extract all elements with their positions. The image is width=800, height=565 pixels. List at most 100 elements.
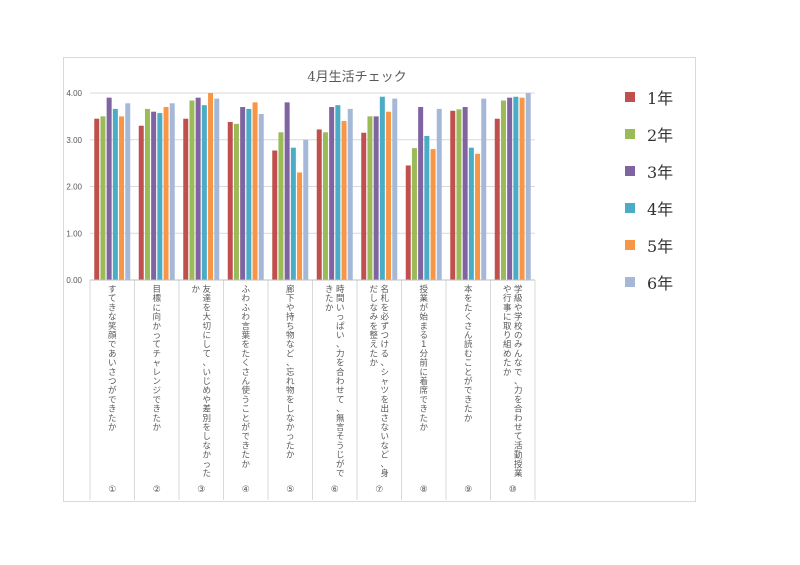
category-char: チ (152, 349, 161, 359)
bar (272, 150, 278, 280)
category-char: え (369, 340, 378, 350)
y-tick-label: 2.00 (66, 183, 82, 192)
category-char: か (191, 285, 200, 295)
category-char: 忘 (286, 367, 295, 378)
category-char: を (202, 423, 211, 433)
bar (290, 147, 296, 280)
bar (481, 98, 487, 280)
category-char: や (202, 395, 211, 405)
category-char: ま (419, 322, 428, 332)
category-char: か (152, 322, 161, 332)
category-char: 札 (380, 293, 389, 304)
category-char: 始 (419, 312, 428, 323)
category-char: た (325, 294, 334, 304)
bar (462, 107, 468, 281)
category-char: に (152, 303, 161, 313)
legend-swatch (625, 128, 635, 139)
category-char: く (241, 359, 250, 369)
category-char: わ (241, 313, 250, 323)
category-char: 物 (286, 385, 295, 396)
category-char: に (503, 313, 512, 323)
bar (456, 109, 462, 280)
category-char: 、 (336, 405, 345, 415)
category-number: ⑩ (509, 485, 517, 495)
bar (500, 100, 506, 280)
category-char: が (464, 376, 473, 387)
category-char: り (503, 331, 512, 341)
category-char: か (202, 451, 211, 461)
category-char: 必 (380, 312, 389, 323)
category-char: 1 (421, 340, 426, 350)
category-char: を (241, 340, 250, 350)
category-char: め (503, 349, 512, 359)
category-char: め (202, 386, 211, 396)
category-char: し (286, 405, 295, 415)
category-char: き (108, 405, 117, 415)
category-char: 校 (514, 321, 523, 332)
category-char: き (419, 405, 428, 415)
category-char: 組 (503, 339, 512, 350)
category-char: で (108, 395, 117, 405)
category-char: た (503, 359, 512, 369)
category-char: に (419, 368, 428, 378)
legend-item: 4年 (625, 189, 673, 226)
legend-label: 2年 (647, 125, 674, 145)
category-char: た (464, 405, 473, 415)
bar (189, 100, 195, 280)
category-char: か (108, 423, 117, 433)
category-char: や (286, 303, 295, 313)
bar (507, 97, 513, 280)
category-char: で (419, 395, 428, 405)
category-char: せ (336, 386, 345, 396)
bar (316, 129, 322, 280)
category-char: た (419, 414, 428, 424)
axes: 0.00 1.00 2.00 3.00 4.00 (66, 89, 536, 500)
category-char: こ (464, 359, 473, 369)
category-char: き (464, 395, 473, 405)
category-char: と (464, 368, 473, 378)
category-char: じ (202, 377, 211, 387)
category-char: き (152, 405, 161, 415)
bar (138, 125, 144, 280)
category-char: で (152, 395, 161, 405)
category-char: な (286, 414, 295, 424)
category-char: 力 (336, 348, 345, 359)
category-char: い (336, 303, 345, 313)
bar (157, 113, 163, 280)
category-char: か (369, 359, 378, 369)
category-char: を (336, 359, 345, 369)
category-char: 切 (202, 322, 211, 332)
category-char: ん (464, 331, 473, 341)
bar (195, 97, 201, 280)
bar (436, 108, 442, 281)
bar (475, 153, 481, 280)
category-char: 、 (286, 359, 295, 369)
category-char: 事 (503, 302, 512, 313)
category-char: き (325, 285, 334, 295)
category-number: ③ (197, 485, 205, 495)
category-char: む (464, 349, 473, 359)
category-char: 席 (419, 385, 428, 396)
category-char: 前 (419, 358, 428, 369)
category-char: 身 (380, 468, 389, 479)
category-char: 行 (503, 293, 512, 304)
category-char: 大 (202, 312, 211, 323)
category-char: と (241, 414, 250, 424)
bar (144, 108, 150, 281)
category-char: 時 (336, 285, 345, 295)
bar (405, 165, 411, 280)
category-char: 目 (152, 285, 161, 295)
category-char: か (152, 423, 161, 433)
legend-label: 5年 (647, 236, 674, 256)
category-char: た (286, 441, 295, 451)
category-char: で (514, 368, 523, 378)
category-char: 、 (380, 359, 389, 369)
category-char: 言 (336, 422, 345, 433)
category-char: た (241, 349, 250, 359)
category-char: っ (152, 331, 161, 341)
category-char: か (286, 423, 295, 433)
